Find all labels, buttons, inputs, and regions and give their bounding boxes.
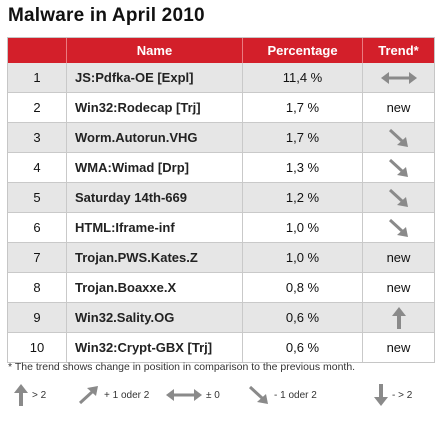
header-name: Name	[66, 38, 242, 63]
legend-item: - 1 oder 2	[248, 384, 317, 406]
legend-label: ± 0	[206, 389, 220, 401]
header-trend: Trend*	[362, 38, 434, 63]
up-large-icon	[14, 384, 28, 406]
down-large-icon	[374, 384, 388, 406]
name-cell: Saturday 14th-669	[66, 183, 242, 212]
rank-cell: 6	[33, 220, 41, 235]
malware-table: Name Percentage Trend* 1 JS:Pdfka-OE [Exp…	[7, 37, 435, 363]
legend-item: > 2	[14, 384, 46, 406]
name-cell: WMA:Wimad [Drp]	[66, 153, 242, 182]
percentage-cell: 1,7 %	[242, 123, 362, 152]
up-large-icon	[391, 306, 406, 329]
table-row: 4 WMA:Wimad [Drp] 1,3 %	[8, 152, 434, 182]
rank-cell: 7	[33, 250, 41, 265]
percentage-cell: 1,0 %	[242, 243, 362, 272]
legend-label: - > 2	[392, 389, 413, 401]
table-row: 7 Trojan.PWS.Kates.Z 1,0 % new	[8, 242, 434, 272]
rank-cell: 1	[33, 70, 41, 85]
page-title: Malware in April 2010	[8, 5, 205, 26]
same-icon	[166, 388, 202, 402]
trend-new-label: new	[362, 273, 434, 302]
same-icon	[380, 71, 417, 85]
name-cell: Win32.Sality.OG	[66, 303, 242, 332]
percentage-cell: 0,6 %	[242, 303, 362, 332]
table-row: 10 Win32:Crypt-GBX [Trj] 0,6 % new	[8, 332, 434, 362]
trend-new-label: new	[362, 333, 434, 362]
footnote: * The trend shows change in position in …	[8, 361, 356, 373]
legend-label: + 1 oder 2	[104, 389, 150, 401]
percentage-cell: 1,0 %	[242, 213, 362, 242]
rank-cell: 5	[33, 190, 41, 205]
legend-item: ± 0	[166, 384, 220, 406]
trend-new-label: new	[362, 93, 434, 122]
trend-cell	[362, 63, 434, 92]
rank-cell: 2	[33, 100, 41, 115]
percentage-cell: 1,3 %	[242, 153, 362, 182]
legend-item: + 1 oder 2	[78, 384, 149, 406]
name-cell: Win32:Rodecap [Trj]	[66, 93, 242, 122]
table-row: 6 HTML:Iframe-inf 1,0 %	[8, 212, 434, 242]
table-row: 9 Win32.Sality.OG 0,6 %	[8, 302, 434, 332]
percentage-cell: 0,8 %	[242, 273, 362, 302]
legend-label: > 2	[32, 389, 47, 401]
table-row: 1 JS:Pdfka-OE [Expl] 11,4 %	[8, 63, 434, 92]
trend-cell	[362, 183, 434, 212]
down-small-icon	[388, 158, 410, 178]
name-cell: HTML:Iframe-inf	[66, 213, 242, 242]
trend-cell	[362, 153, 434, 182]
rank-cell: 3	[33, 130, 41, 145]
table-row: 8 Trojan.Boaxxe.X 0,8 % new	[8, 272, 434, 302]
percentage-cell: 0,6 %	[242, 333, 362, 362]
down-small-icon	[248, 385, 270, 405]
percentage-cell: 1,2 %	[242, 183, 362, 212]
down-small-icon	[388, 128, 410, 148]
trend-legend: > 2 + 1 oder 2 ± 0 - 1 oder 2 - > 2	[14, 384, 438, 406]
name-cell: Trojan.PWS.Kates.Z	[66, 243, 242, 272]
rank-cell: 8	[33, 280, 41, 295]
header-rank	[8, 38, 66, 63]
up-small-icon	[78, 385, 100, 405]
down-small-icon	[388, 188, 410, 208]
trend-cell	[362, 303, 434, 332]
table-row: 2 Win32:Rodecap [Trj] 1,7 % new	[8, 92, 434, 122]
table-row: 5 Saturday 14th-669 1,2 %	[8, 182, 434, 212]
trend-cell	[362, 123, 434, 152]
table-row: 3 Worm.Autorun.VHG 1,7 %	[8, 122, 434, 152]
percentage-cell: 1,7 %	[242, 93, 362, 122]
rank-cell: 10	[29, 340, 45, 355]
table-header: Name Percentage Trend*	[8, 38, 434, 63]
legend-label: - 1 oder 2	[274, 389, 317, 401]
rank-cell: 4	[33, 160, 41, 175]
name-cell: Trojan.Boaxxe.X	[66, 273, 242, 302]
legend-item: - > 2	[374, 384, 412, 406]
name-cell: Win32:Crypt-GBX [Trj]	[66, 333, 242, 362]
name-cell: JS:Pdfka-OE [Expl]	[66, 63, 242, 92]
percentage-cell: 11,4 %	[242, 63, 362, 92]
name-cell: Worm.Autorun.VHG	[66, 123, 242, 152]
trend-new-label: new	[362, 243, 434, 272]
trend-cell	[362, 213, 434, 242]
down-small-icon	[388, 218, 410, 238]
header-percentage: Percentage	[242, 38, 362, 63]
rank-cell: 9	[33, 310, 41, 325]
